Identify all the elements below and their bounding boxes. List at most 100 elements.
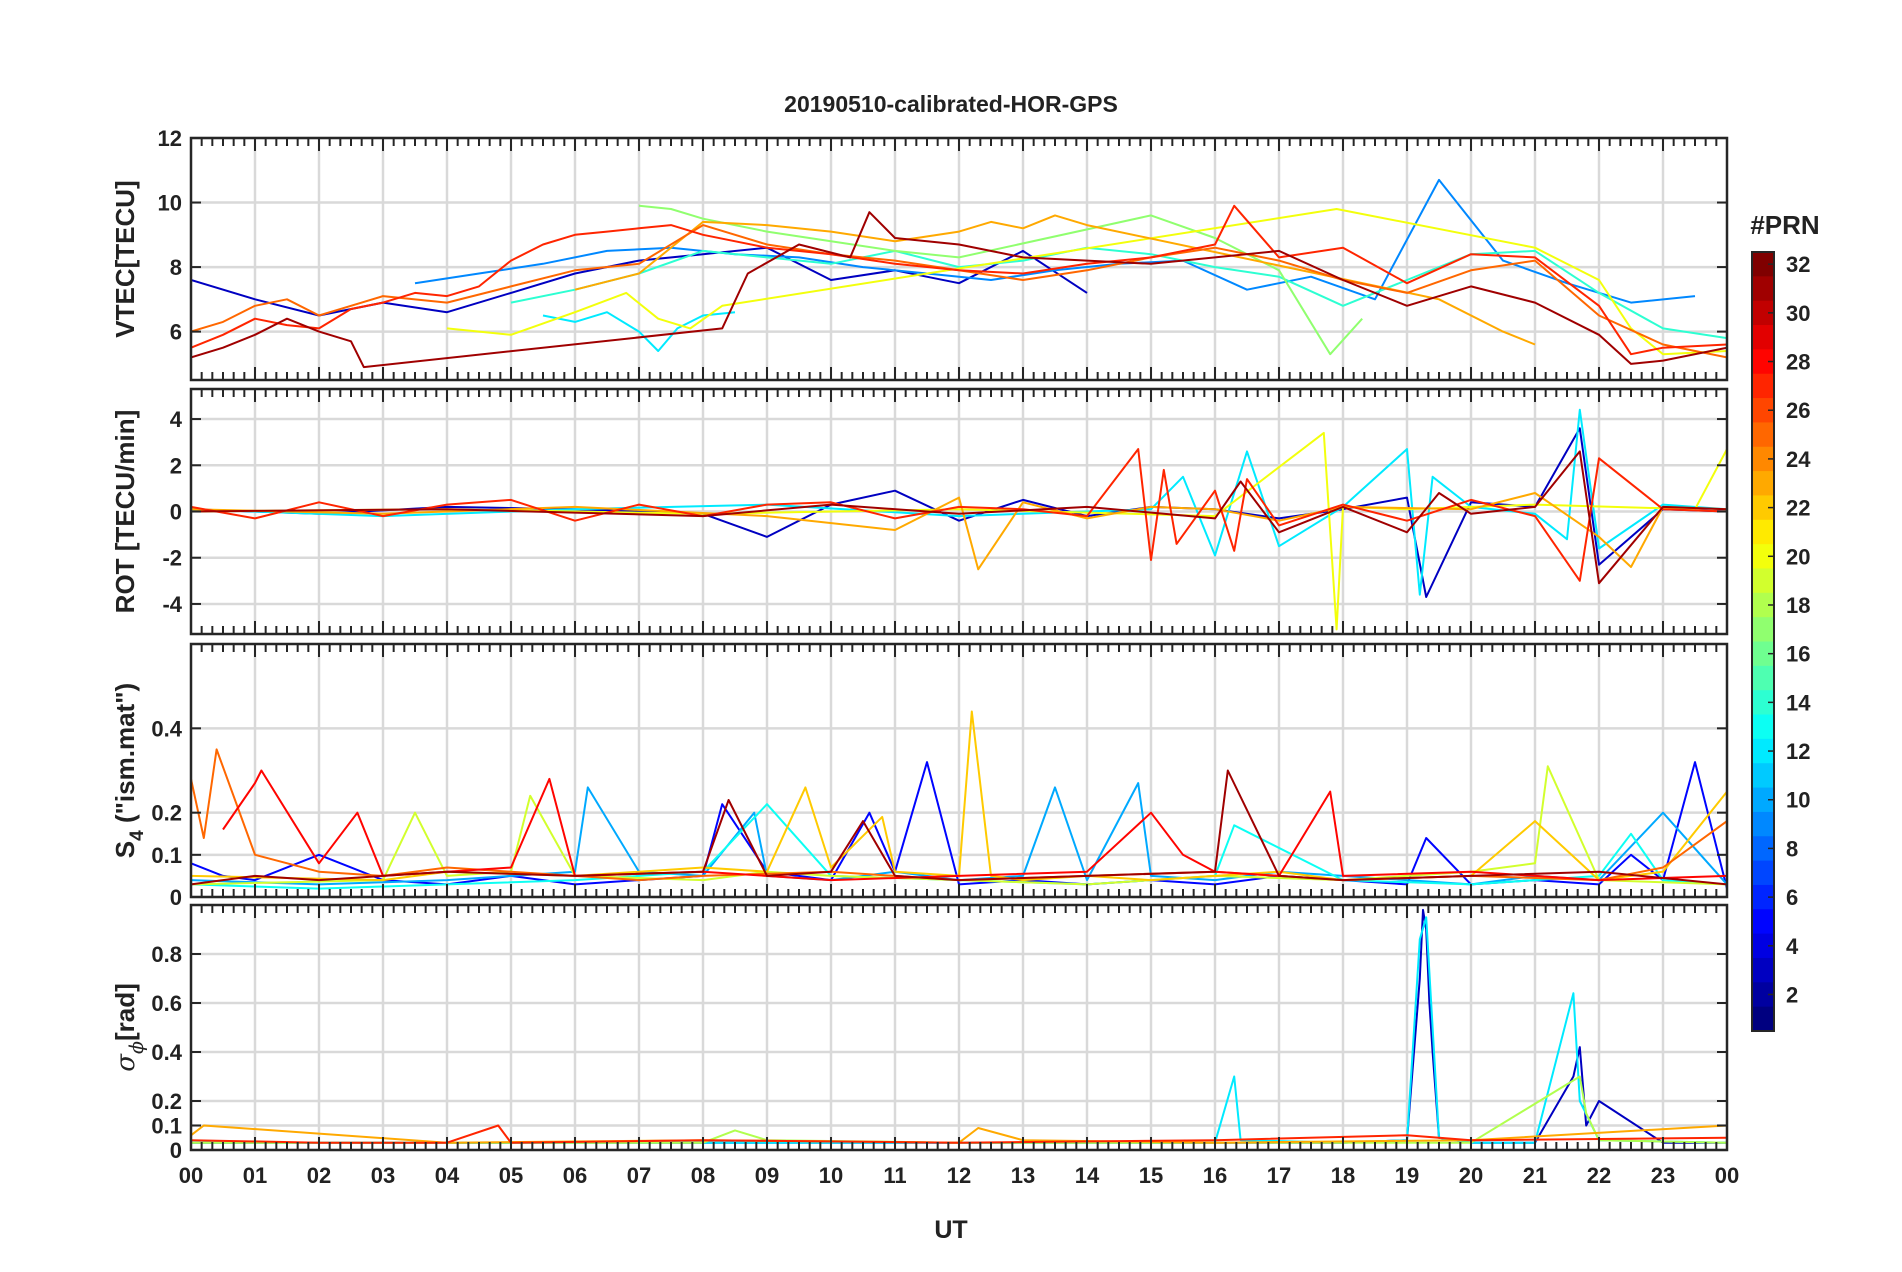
colorbar-segment [1752, 252, 1774, 277]
colorbar-tick-label: 22 [1786, 496, 1810, 521]
series-line-prn-22 [191, 710, 1727, 882]
x-tick-label: 17 [1267, 1163, 1291, 1188]
panel-sigma: 00.10.2 0.4 0.6 0.8σϕ[rad] [110, 903, 1729, 1163]
series-line-prn-23 [574, 214, 1536, 346]
y-tick-label: 0 [170, 885, 182, 910]
chart-title: 20190510-calibrated-HOR-GPS [784, 91, 1118, 117]
x-tick-label: 23 [1651, 1163, 1675, 1188]
colorbar-segment [1752, 568, 1774, 594]
x-tick-label: 20 [1459, 1163, 1483, 1188]
colorbar-segment [1752, 763, 1774, 789]
x-tick-label: 11 [883, 1163, 906, 1188]
y-tick-label: 0.8 [151, 942, 182, 967]
y-tick-label: 8 [170, 255, 182, 280]
colorbar-tick-label: 10 [1786, 788, 1810, 813]
colorbar-tick-label: 12 [1786, 739, 1810, 764]
x-tick-label: 02 [307, 1163, 331, 1188]
colorbar-segment [1752, 738, 1774, 764]
colorbar-tick-label: 24 [1786, 447, 1811, 472]
colorbar-segment [1752, 617, 1774, 643]
colorbar-segment [1752, 641, 1774, 667]
y-tick-label: 10 [158, 191, 182, 216]
colorbar-segment [1752, 325, 1774, 350]
colorbar-segment [1752, 714, 1774, 740]
x-tick-label: 22 [1587, 1163, 1611, 1188]
series-line-prn-27 [191, 448, 1727, 582]
series-line-prn-12 [542, 311, 736, 352]
x-axis-label: UT [934, 1216, 967, 1244]
y-axis-label: VTEC[TECU] [110, 180, 140, 337]
colorbar-segment [1752, 592, 1774, 618]
colorbar-tick-label: 2 [1786, 982, 1798, 1007]
colorbar-segment [1752, 422, 1774, 448]
x-tick-label: 21 [1523, 1163, 1547, 1188]
y-axis-label: ROT [TECU/min] [110, 410, 140, 614]
x-tick-label: 01 [243, 1163, 267, 1188]
colorbar-segment [1752, 544, 1774, 570]
colorbar-tick-label: 16 [1786, 642, 1810, 667]
panel-vtec: 6 8 10 12 VTEC[TECU] [110, 126, 1729, 382]
colorbar-segment [1752, 349, 1774, 375]
series-line-prn-19 [191, 765, 1727, 886]
series-line-prn-31 [191, 769, 1727, 886]
colorbar-segment [1752, 982, 1774, 1008]
colorbar-segment [1752, 787, 1774, 813]
x-tick-label: 10 [819, 1163, 843, 1188]
colorbar-segment [1752, 836, 1774, 862]
colorbar-segment [1752, 811, 1774, 837]
colorbar-segment [1752, 519, 1774, 545]
y-tick-label: 0.2 [151, 801, 182, 826]
colorbar-segment [1752, 495, 1774, 521]
y-tick-label: 12 [158, 126, 182, 151]
y-tick-label: 6 [170, 320, 182, 345]
series-line-prn-31 [191, 211, 1727, 369]
x-tick-label: 00 [179, 1163, 203, 1188]
series-line-prn-23 [191, 492, 1727, 571]
colorbar-title: #PRN [1750, 210, 1819, 240]
x-tick-label: 04 [435, 1163, 460, 1188]
x-tick-label: 15 [1139, 1163, 1163, 1188]
x-tick-label: 14 [1075, 1163, 1100, 1188]
x-tick-label: 09 [755, 1163, 779, 1188]
y-tick-label: 2 [170, 453, 182, 478]
colorbar-segment [1752, 276, 1774, 302]
y-tick-label: 0.2 [151, 1089, 182, 1114]
y-tick-label: 0.1 [151, 1114, 182, 1139]
panel-s4: 0 0.1 0.2 0.4S4 ("ism.mat") [110, 642, 1729, 910]
y-tick-label: -4 [162, 592, 182, 617]
y-tick-label: 0 [170, 1138, 182, 1163]
x-tick-label: 16 [1203, 1163, 1227, 1188]
x-tick-label: 07 [627, 1163, 651, 1188]
x-tick-label: 13 [1011, 1163, 1035, 1188]
colorbar-tick-label: 26 [1786, 398, 1810, 423]
series-line-prn-14 [510, 246, 1727, 340]
series-line-prn-20 [191, 431, 1727, 631]
y-tick-label: 0.4 [151, 1040, 182, 1065]
y-tick-label: -2 [162, 546, 182, 571]
x-tick-label: 12 [947, 1163, 971, 1188]
y-tick-label: 0.6 [151, 991, 182, 1016]
colorbar-segment [1752, 1006, 1774, 1032]
colorbar-frame [1751, 251, 1775, 1032]
y-tick-label: 0.4 [151, 716, 182, 741]
series-group [191, 178, 1727, 369]
colorbar-segment [1752, 300, 1774, 326]
series-line-prn-17 [638, 204, 1363, 356]
colorbar-segment [1752, 398, 1774, 424]
x-tick-label: 18 [1331, 1163, 1355, 1188]
colorbar-segment [1752, 373, 1774, 399]
series-line-prn-25 [191, 224, 1727, 359]
colorbar-tick-label: 14 [1786, 690, 1811, 715]
y-axis-label: S4 ("ism.mat") [110, 683, 148, 858]
colorbar-tick-label: 4 [1786, 934, 1799, 959]
colorbar-segment [1752, 471, 1774, 497]
series-group [191, 710, 1727, 890]
colorbar-tick-label: 8 [1786, 836, 1798, 861]
colorbar-segment [1752, 933, 1774, 959]
x-tick-label: 05 [499, 1163, 523, 1188]
colorbar-tick-label: 28 [1786, 350, 1810, 375]
series-line-prn-3 [191, 246, 1088, 317]
series-line-prn-31 [191, 450, 1727, 585]
